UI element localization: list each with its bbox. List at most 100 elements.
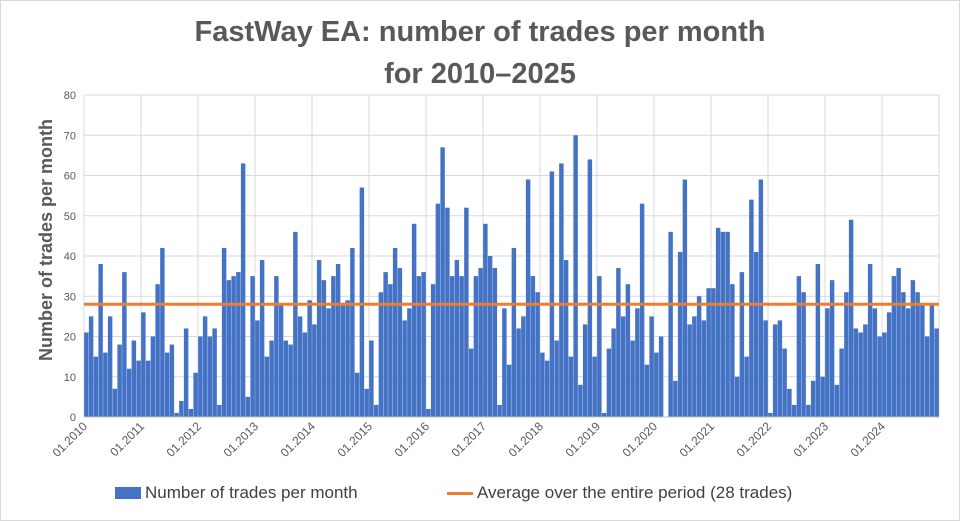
bar (340, 304, 346, 417)
bar (369, 340, 374, 417)
legend-bar-swatch (115, 487, 141, 499)
x-tick-label: 01.2012 (164, 419, 205, 460)
bar (654, 352, 659, 417)
bar (231, 276, 236, 417)
bar (307, 300, 312, 417)
bar (312, 324, 317, 417)
bar (117, 344, 122, 417)
bar (896, 268, 901, 417)
bar (739, 272, 745, 417)
bar (326, 308, 331, 417)
bar (872, 308, 878, 417)
bar (103, 352, 108, 417)
bar (673, 380, 678, 417)
bar (744, 356, 749, 417)
bar (264, 356, 270, 417)
bar (288, 344, 293, 417)
y-tick-label: 10 (64, 372, 76, 384)
bar (141, 312, 146, 417)
bar (107, 316, 113, 417)
bar (506, 364, 512, 417)
bar (829, 280, 835, 417)
bar (920, 304, 925, 417)
bar (772, 324, 778, 417)
bar (321, 280, 327, 417)
bar (454, 260, 460, 417)
bar (416, 276, 422, 417)
bar (445, 207, 450, 417)
bar (202, 316, 208, 417)
bar (540, 352, 545, 417)
bar (464, 207, 469, 417)
bar (597, 276, 602, 417)
bar (193, 372, 198, 417)
y-tick-label: 50 (64, 211, 76, 223)
bar (93, 356, 99, 417)
bar (568, 356, 574, 417)
bar (88, 316, 94, 417)
chart-title: FastWay EA: number of trades per month (194, 16, 766, 48)
bar (796, 276, 802, 417)
bar (421, 272, 426, 417)
x-tick-label: 01.2019 (563, 419, 604, 460)
bar (820, 376, 825, 417)
bar (692, 316, 697, 417)
bar (639, 203, 645, 417)
bar (758, 179, 764, 417)
bar (131, 340, 137, 417)
bar (782, 348, 787, 417)
bar (373, 404, 379, 417)
x-tick-label: 01.2022 (734, 419, 775, 460)
bar (383, 272, 388, 417)
bar (483, 223, 488, 417)
bar (853, 328, 859, 417)
bar (682, 179, 688, 417)
bar (753, 251, 759, 417)
legend-label-average: Average over the entire period (28 trade… (477, 483, 793, 502)
bar (521, 316, 526, 417)
bar (236, 272, 241, 417)
y-tick-label: 40 (64, 251, 76, 263)
bar (293, 231, 298, 417)
bar (630, 340, 635, 417)
bar (587, 159, 593, 417)
bar (929, 304, 935, 417)
bar (435, 203, 441, 417)
bar (734, 376, 740, 417)
bar (768, 412, 773, 417)
bar (530, 276, 536, 417)
bar (440, 147, 445, 417)
bar (331, 276, 336, 417)
bar (283, 340, 289, 417)
y-tick-label: 70 (64, 130, 76, 142)
bar (559, 163, 564, 417)
bar (84, 332, 89, 417)
bar (834, 384, 840, 417)
bar (302, 332, 308, 417)
x-tick-label: 01.2011 (107, 419, 147, 459)
bar (297, 316, 303, 417)
legend-item-trades: Number of trades per month (115, 483, 358, 503)
bar (877, 336, 882, 417)
bar (269, 340, 274, 417)
bar (335, 264, 341, 417)
bar (473, 276, 479, 417)
bar (787, 388, 792, 417)
bar (378, 292, 384, 417)
bar (402, 320, 407, 417)
bar (573, 135, 578, 417)
bar (198, 336, 203, 417)
bar (801, 292, 806, 417)
bar (934, 328, 939, 417)
bar (426, 408, 431, 417)
bar (687, 324, 692, 417)
bar (696, 296, 702, 417)
x-tick-label: 01.2013 (221, 419, 262, 460)
bar (554, 340, 559, 417)
bar (212, 328, 217, 417)
bar (606, 348, 612, 417)
bar (749, 199, 754, 417)
bar (668, 231, 673, 417)
y-tick-label: 80 (64, 90, 76, 102)
